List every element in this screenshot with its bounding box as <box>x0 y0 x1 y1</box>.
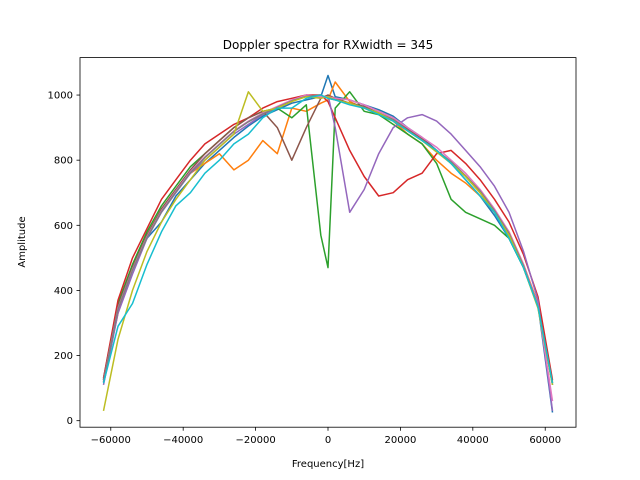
y-tick-label: 400 <box>54 286 73 297</box>
x-axis-ticks: −60000 −40000 −20000 0 20000 40000 60000 <box>91 427 561 446</box>
series-line-10 <box>102 94 554 384</box>
y-tick-label: 200 <box>54 351 73 362</box>
x-tick-label: −40000 <box>163 435 203 446</box>
y-axis-ticks: 0 200 400 600 800 1000 <box>48 91 80 427</box>
x-tick-label: −20000 <box>235 435 275 446</box>
y-tick-label: 600 <box>54 221 73 232</box>
x-tick-label: 20000 <box>385 435 417 446</box>
x-axis-label: Frequency[Hz] <box>292 459 364 470</box>
series-line-4 <box>102 94 554 381</box>
x-tick-label: 40000 <box>457 435 489 446</box>
chart-title: Doppler spectra for RXwidth = 345 <box>223 38 433 52</box>
x-tick-label: 60000 <box>529 435 561 446</box>
y-tick-label: 0 <box>67 416 73 427</box>
y-tick-label: 800 <box>54 156 73 167</box>
x-tick-label: 0 <box>325 435 331 446</box>
y-tick-label: 1000 <box>48 91 73 102</box>
series-line-9 <box>102 91 554 412</box>
y-axis-label: Amplitude <box>17 216 28 267</box>
series-line-3 <box>102 91 554 386</box>
x-tick-label: −60000 <box>91 435 131 446</box>
series-layer <box>102 74 554 413</box>
